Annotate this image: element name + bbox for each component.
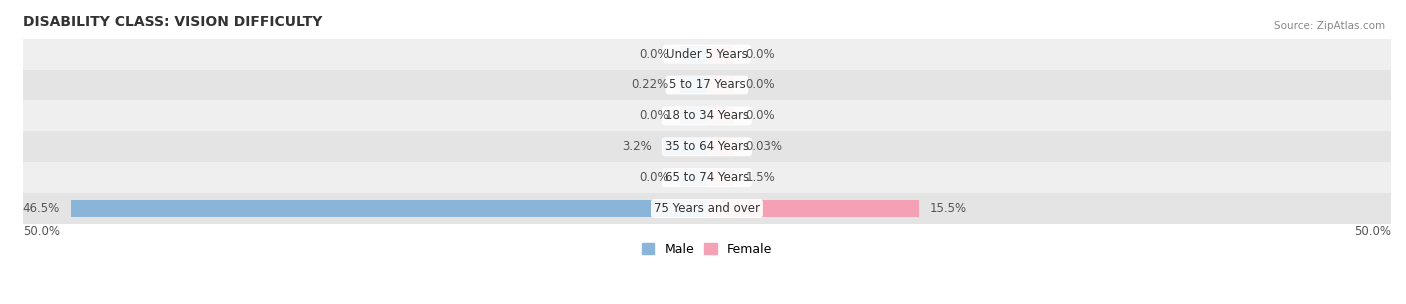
Text: 50.0%: 50.0%	[22, 225, 60, 238]
Bar	[707, 77, 734, 93]
Bar	[679, 169, 707, 186]
Text: DISABILITY CLASS: VISION DIFFICULTY: DISABILITY CLASS: VISION DIFFICULTY	[22, 15, 322, 29]
Bar	[22, 39, 1391, 70]
Bar	[70, 200, 707, 217]
Text: 0.0%: 0.0%	[745, 78, 775, 92]
Bar	[679, 46, 707, 63]
Text: 75 Years and over: 75 Years and over	[654, 202, 759, 215]
Text: 0.22%: 0.22%	[631, 78, 669, 92]
Text: 0.0%: 0.0%	[638, 171, 669, 184]
Bar	[22, 131, 1391, 162]
Text: 0.0%: 0.0%	[745, 109, 775, 123]
Legend: Male, Female: Male, Female	[637, 238, 778, 261]
Text: 0.03%: 0.03%	[745, 140, 782, 153]
Text: 15.5%: 15.5%	[929, 202, 967, 215]
Bar	[679, 77, 707, 93]
Text: 1.5%: 1.5%	[745, 171, 775, 184]
Bar	[22, 70, 1391, 100]
Text: 18 to 34 Years: 18 to 34 Years	[665, 109, 749, 123]
Bar	[707, 200, 920, 217]
Text: 35 to 64 Years: 35 to 64 Years	[665, 140, 749, 153]
Text: 65 to 74 Years: 65 to 74 Years	[665, 171, 749, 184]
Bar	[664, 138, 707, 155]
Bar	[679, 107, 707, 124]
Text: 3.2%: 3.2%	[623, 140, 652, 153]
Text: 0.0%: 0.0%	[745, 48, 775, 60]
Bar	[22, 162, 1391, 193]
Bar	[22, 100, 1391, 131]
Text: 5 to 17 Years: 5 to 17 Years	[668, 78, 745, 92]
Bar	[707, 138, 734, 155]
Bar	[707, 169, 734, 186]
Text: 46.5%: 46.5%	[22, 202, 60, 215]
Text: Source: ZipAtlas.com: Source: ZipAtlas.com	[1274, 21, 1385, 31]
Bar	[707, 46, 734, 63]
Bar	[22, 193, 1391, 224]
Text: 0.0%: 0.0%	[638, 109, 669, 123]
Text: 0.0%: 0.0%	[638, 48, 669, 60]
Text: 50.0%: 50.0%	[1354, 225, 1391, 238]
Text: Under 5 Years: Under 5 Years	[666, 48, 748, 60]
Bar	[707, 107, 734, 124]
